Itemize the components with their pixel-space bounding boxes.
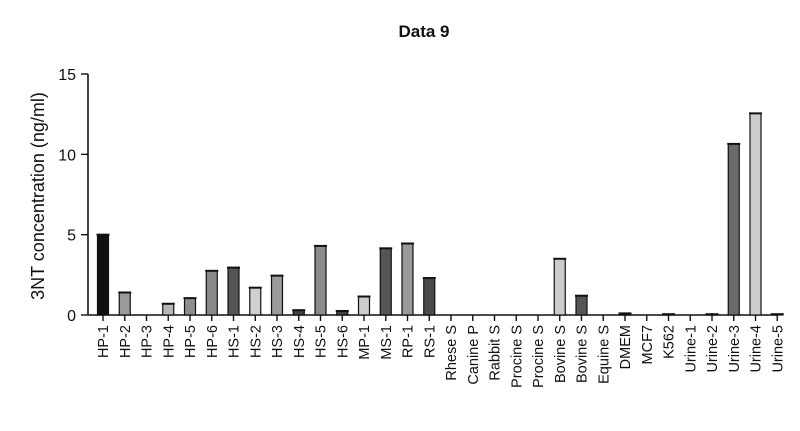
y-tick-label: 0 — [67, 308, 76, 325]
bar — [575, 295, 588, 316]
bar — [96, 234, 110, 316]
x-tick-label: K562 — [662, 325, 678, 359]
bar — [553, 258, 566, 316]
bar — [270, 275, 284, 316]
x-tick-label: HS-5 — [314, 325, 330, 358]
x-tick-label: MS-1 — [379, 325, 395, 360]
y-tick-label: 5 — [67, 228, 76, 245]
bar — [357, 295, 371, 316]
bar — [249, 287, 262, 316]
x-tick-label: Rabbit S — [488, 325, 504, 381]
x-tick-label: Urine-2 — [705, 325, 721, 373]
y-tick-label: 15 — [58, 67, 76, 84]
x-tick-label: Bovine S — [553, 325, 569, 383]
x-tick-label: Rhese S — [444, 325, 460, 381]
x-tick-label: HP-2 — [118, 325, 134, 358]
y-axis-label: 3NT concentration (ng/ml) — [28, 92, 48, 300]
y-axis: 0 5 10 15 — [58, 67, 89, 325]
bar — [314, 245, 327, 316]
x-tick-label: Bovine S — [575, 325, 591, 383]
x-tick-label: DMEM — [618, 325, 634, 369]
bar — [162, 303, 175, 316]
bar — [227, 267, 240, 316]
y-tick-label: 10 — [58, 147, 76, 164]
x-tick-label: HS-2 — [248, 325, 264, 358]
x-tick-label: HP-4 — [161, 325, 177, 358]
x-tick-label: HS-6 — [335, 325, 351, 358]
bar — [118, 291, 131, 316]
x-tick-label: HS-1 — [227, 325, 243, 358]
x-tick-label: HP-1 — [96, 325, 112, 358]
x-tick-label: Canine P — [466, 325, 482, 385]
x-tick-label: HS-4 — [292, 325, 308, 358]
x-tick-label: HP-5 — [183, 325, 199, 358]
x-tick-label: Urine-5 — [770, 325, 786, 373]
chart-title: Data 9 — [398, 22, 449, 41]
bar — [749, 112, 762, 316]
bar — [401, 242, 414, 316]
bar — [727, 143, 740, 316]
x-tick-label: Urine-3 — [727, 325, 743, 373]
x-tick-label: MCF7 — [640, 325, 656, 364]
x-tick-label: HP-3 — [140, 325, 156, 358]
x-tick-label: RS-1 — [422, 325, 438, 358]
x-tick-label: RP-1 — [401, 325, 417, 358]
x-tick-label: HP-6 — [205, 325, 221, 358]
bar — [379, 247, 392, 316]
bar — [205, 270, 218, 316]
x-axis — [88, 314, 778, 321]
x-tick-label: MP-1 — [357, 325, 373, 360]
x-tick-label: Urine-4 — [749, 325, 765, 373]
bars-group — [96, 112, 784, 316]
x-tick-label: HS-3 — [270, 325, 286, 358]
x-tick-label: Procine S — [509, 325, 525, 388]
x-tick-labels: HP-1 HP-2 HP-3 HP-4 HP-5 HP-6 HS-1 HS-2 HS-3 HS-4… — [96, 325, 786, 388]
x-tick-label: Equine S — [596, 325, 612, 384]
x-tick-label: Urine-1 — [683, 325, 699, 373]
bar — [423, 277, 436, 316]
x-tick-label: Procine S — [531, 325, 547, 388]
bar — [183, 297, 197, 316]
